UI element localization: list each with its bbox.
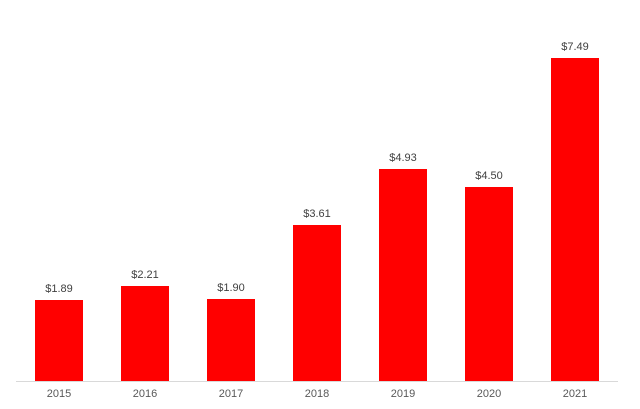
x-axis-tick-label: 2018 bbox=[304, 388, 330, 400]
bar bbox=[379, 169, 427, 381]
bar bbox=[207, 299, 255, 381]
bar-value-label: $7.49 bbox=[561, 41, 589, 53]
bar-value-label: $3.61 bbox=[303, 208, 331, 220]
bar-column: $1.89 bbox=[16, 0, 102, 381]
bar-column: $1.90 bbox=[188, 0, 274, 381]
bar-column: $3.61 bbox=[274, 0, 360, 381]
x-axis: 2015 2016 2017 2018 2019 2020 2021 bbox=[16, 382, 618, 401]
bar-value-label: $2.21 bbox=[131, 269, 159, 281]
plot-area: $1.89 $2.21 $1.90 $3.61 $4.93 $4.50 $7.49 bbox=[16, 0, 618, 382]
bar-column: $7.49 bbox=[532, 0, 618, 381]
bar-value-label: $4.50 bbox=[475, 170, 503, 182]
x-axis-tick-label: 2015 bbox=[46, 388, 72, 400]
x-axis-tick-label: 2016 bbox=[132, 388, 158, 400]
x-axis-tick-label: 2019 bbox=[390, 388, 416, 400]
x-axis-tick-label: 2017 bbox=[218, 388, 244, 400]
bar-value-label: $1.89 bbox=[45, 283, 73, 295]
x-axis-tick-label: 2021 bbox=[562, 388, 588, 400]
bar-column: $4.50 bbox=[446, 0, 532, 381]
bar-value-label: $1.90 bbox=[217, 282, 245, 294]
bar-column: $2.21 bbox=[102, 0, 188, 381]
bar bbox=[293, 225, 341, 381]
bar bbox=[551, 58, 599, 381]
bar-value-label: $4.93 bbox=[389, 152, 417, 164]
bar-column: $4.93 bbox=[360, 0, 446, 381]
bar bbox=[121, 286, 169, 381]
bar bbox=[465, 187, 513, 381]
x-axis-tick-label: 2020 bbox=[476, 388, 502, 400]
bar bbox=[35, 300, 83, 381]
